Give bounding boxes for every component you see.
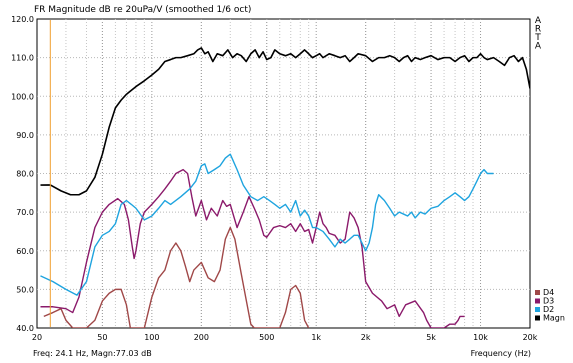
x-tick-label: 1k: [311, 333, 321, 342]
x-tick-label: 10k: [473, 333, 488, 342]
series-line-d2: [40, 153, 494, 296]
y-tick-label: 120.0: [11, 15, 34, 24]
chart-title: FR Magnitude dB re 20uPa/V (smoothed 1/6…: [34, 5, 251, 15]
watermark-letter: T: [534, 33, 541, 43]
series-layer: [40, 47, 530, 328]
y-tick-label: 70.0: [16, 208, 34, 217]
y-tick-label: 100.0: [11, 92, 34, 101]
x-tick-label: 100: [144, 333, 159, 342]
legend-label: D4: [543, 288, 554, 297]
legend-label: D3: [543, 297, 554, 306]
series-line-d3: [40, 168, 465, 328]
x-tick-label: 20k: [523, 333, 538, 342]
x-axis-ticks: 20 50 100 200 500 1k 2k 5k 10k 20k: [32, 333, 538, 342]
x-tick-label: 200: [194, 333, 209, 342]
grid-horizontal: [37, 57, 530, 290]
legend-swatch-d4: [535, 290, 540, 295]
legend-label: Magn: [543, 314, 565, 323]
y-tick-label: 80.0: [16, 170, 34, 179]
watermark-letter: A: [535, 16, 542, 26]
x-axis-label: Frequency (Hz): [471, 349, 531, 358]
watermark-letter: R: [535, 25, 541, 35]
y-tick-label: 60.0: [16, 247, 34, 256]
legend-swatch-d3: [535, 298, 540, 304]
y-tick-label: 40.0: [16, 324, 34, 333]
y-tick-label: 50.0: [16, 285, 34, 294]
legend-label: D2: [543, 305, 554, 314]
y-tick-label: 110.0: [11, 54, 34, 63]
series-line-d4: [43, 226, 310, 328]
cursor-readout: Freq: 24.1 Hz, Magn:77.03 dB: [33, 349, 152, 358]
legend-swatch-magn: [535, 315, 540, 321]
x-tick-label: 500: [259, 333, 274, 342]
x-tick-label: 5k: [426, 333, 436, 342]
x-tick-label: 20: [32, 333, 42, 342]
series-line-magn: [40, 47, 530, 196]
watermark-letter: A: [535, 42, 542, 52]
grid-vertical: [65, 19, 482, 328]
y-tick-label: 90.0: [16, 131, 34, 140]
legend-swatch-d2: [535, 307, 540, 312]
x-tick-label: 50: [97, 333, 107, 342]
y-axis-ticks: 40.0 50.0 60.0 70.0 80.0 90.0 100.0 110.0 120.0: [11, 15, 34, 333]
x-tick-label: 2k: [361, 333, 371, 342]
